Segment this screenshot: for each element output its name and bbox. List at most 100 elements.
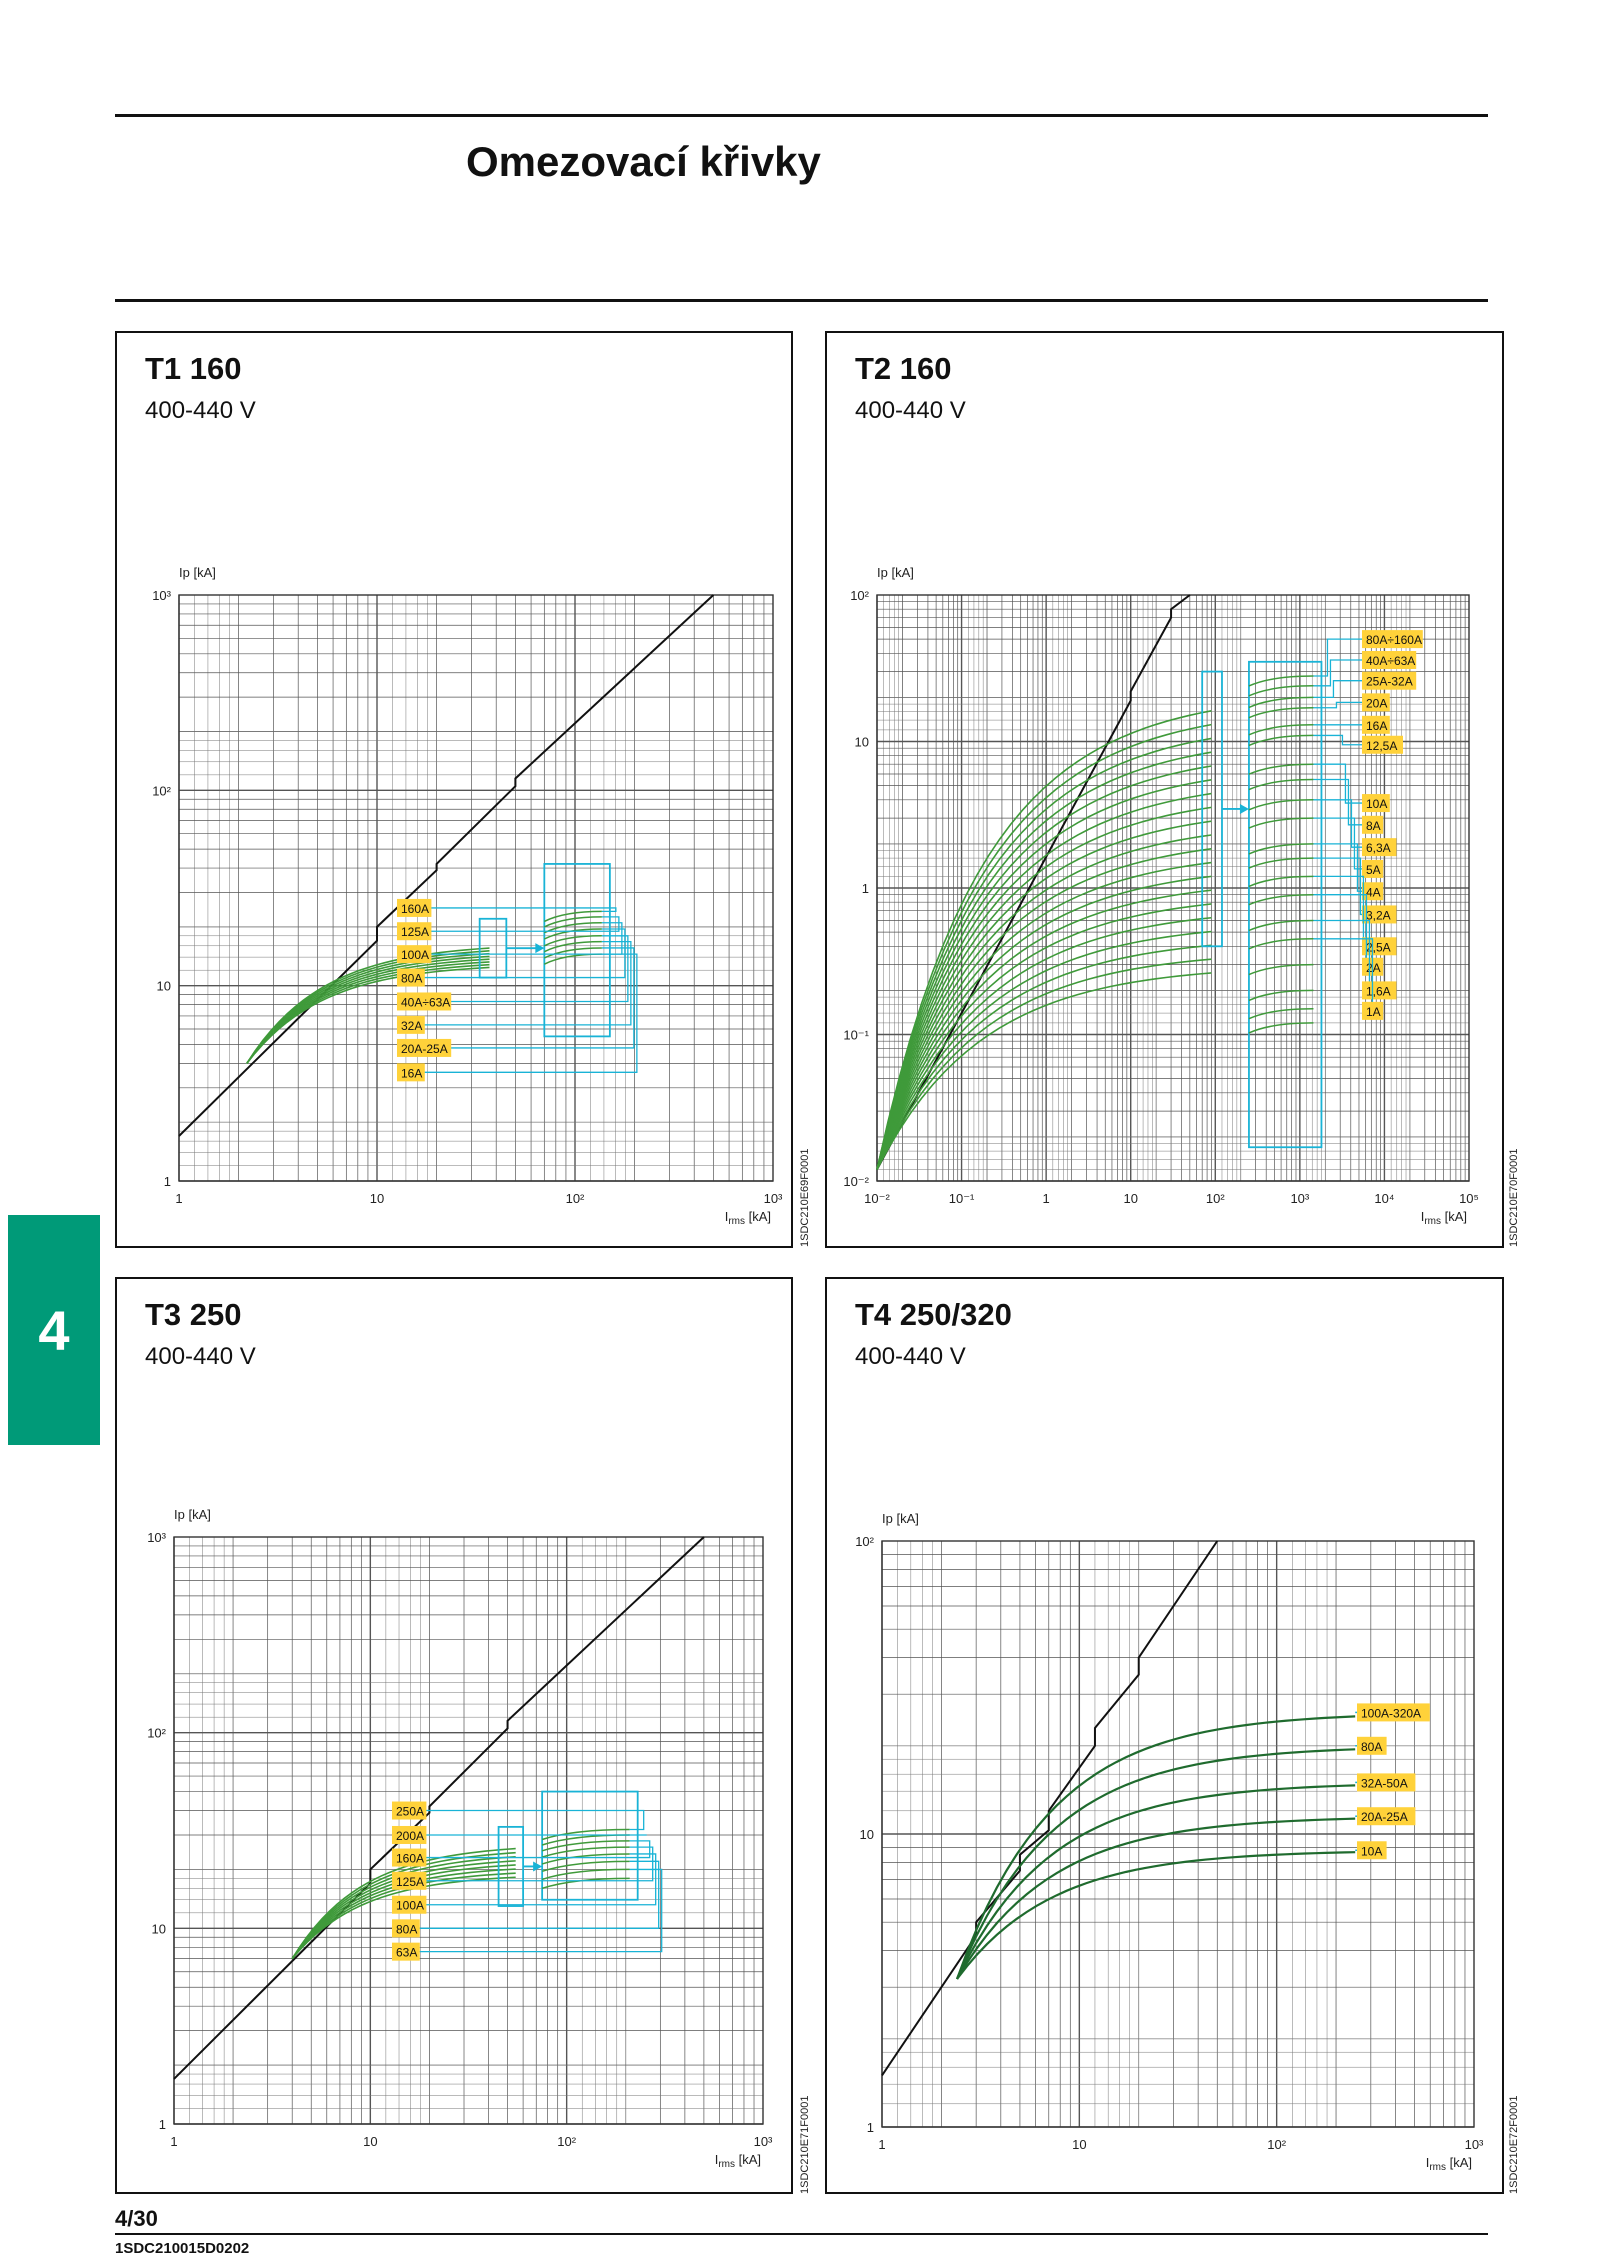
figure-code: 1SDC210E71F0001 <box>799 2095 811 2194</box>
x-tick-label: 10 <box>1072 2137 1086 2152</box>
rating-label-bg <box>1362 671 1417 690</box>
rating-label: 16A <box>401 1066 422 1080</box>
x-tick-label: 1 <box>878 2137 885 2152</box>
rating-label-bg <box>392 1825 427 1844</box>
detail-curve <box>1248 1022 1314 1034</box>
x-tick-label: 10² <box>557 2134 576 2149</box>
chart-panel-t2-160: T2 160 400-440 V 10⁻² 10⁻¹ 1 10 10² 10³ 10⁴ 10⁵… <box>825 331 1504 1248</box>
detail-curve <box>1248 857 1314 869</box>
label-leader <box>397 907 617 913</box>
rating-label-bg <box>392 1919 420 1938</box>
label-leader <box>1313 680 1362 699</box>
rating-label: 250A <box>396 1805 424 1819</box>
detail-curve <box>1248 843 1314 855</box>
plot-frame <box>173 1536 764 2125</box>
detail-curve <box>1248 696 1314 709</box>
label-leader <box>397 953 638 1073</box>
zoom-box-detail <box>1248 660 1323 1149</box>
chart-panel-t4-250-320: T4 250/320 400-440 V 1 10 10² 10³ 1 10 10² Ip [… <box>825 1277 1504 2194</box>
plot-frame <box>881 1540 1475 2128</box>
chart-title: T2 160 <box>855 351 952 386</box>
rating-label: 80A÷160A <box>1366 633 1422 647</box>
rating-label-bg <box>1357 1807 1416 1826</box>
detail-curve <box>541 1828 630 1841</box>
rating-label: 160A <box>396 1852 424 1866</box>
limitation-curve <box>876 737 1212 1170</box>
rating-label: 3,2A <box>1366 908 1391 922</box>
rating-label-bg <box>397 945 432 964</box>
rating-label: 12,5A <box>1366 739 1397 753</box>
detail-curve <box>543 947 602 959</box>
rating-label: 80A <box>396 1922 417 1936</box>
x-tick-label: 10² <box>1267 2137 1286 2152</box>
unlimited-peak-line <box>173 1536 705 2080</box>
x-tick-label: 10⁻¹ <box>949 1191 975 1206</box>
rating-label: 40A÷63A <box>401 995 450 1009</box>
limitation-curve <box>246 963 490 1064</box>
limitation-curve <box>876 958 1212 1170</box>
limitation-curve <box>876 765 1212 1170</box>
label-leader <box>392 1853 657 1906</box>
y-tick-label: 10³ <box>152 588 171 603</box>
chart-subtitle: 400-440 V <box>855 397 966 424</box>
detail-curve <box>541 1868 630 1881</box>
page-number: 4/30 <box>115 2206 158 2231</box>
rating-label-bg <box>1362 981 1397 1000</box>
figure-code: 1SDC210E72F0001 <box>1508 2095 1520 2194</box>
label-leader <box>1313 659 1362 687</box>
rating-label-bg <box>1362 882 1384 901</box>
label-leader <box>392 1840 651 1859</box>
rating-label-bg <box>397 1015 425 1034</box>
x-axis-label: Irms [kA] <box>715 2152 761 2170</box>
detail-curve <box>1248 685 1314 697</box>
chart-subtitle: 400-440 V <box>145 397 256 424</box>
y-axis-label: Ip [kA] <box>174 1507 211 1522</box>
x-tick-label: 10³ <box>1290 1191 1309 1206</box>
limitation-curve <box>956 1748 1356 1980</box>
zoom-arrow-head <box>535 943 545 954</box>
x-tick-label: 10² <box>1206 1191 1225 1206</box>
rating-label-bg <box>1362 1001 1384 1020</box>
rating-label: 160A <box>401 902 429 916</box>
rating-label: 80A <box>401 972 422 986</box>
rating-label: 6,3A <box>1366 841 1391 855</box>
rating-label-bg <box>1362 715 1390 734</box>
limitation-curve <box>876 875 1212 1170</box>
rating-label-bg <box>1362 735 1403 754</box>
rating-label: 125A <box>401 925 429 939</box>
label-leader <box>1313 638 1362 677</box>
limitation-curve <box>876 751 1212 1170</box>
limitation-curve <box>876 916 1212 1170</box>
label-leader <box>392 1846 654 1882</box>
rating-label-bg <box>1362 937 1397 956</box>
rating-label: 80A <box>1361 1740 1382 1754</box>
rating-label-bg <box>1362 630 1423 649</box>
detail-curve <box>1248 875 1314 888</box>
grid <box>173 1536 764 2125</box>
limitation-curve <box>246 961 490 1064</box>
detail-curve <box>1248 817 1314 829</box>
rating-label: 40A÷63A <box>1366 654 1415 668</box>
limitation-curve <box>876 806 1212 1170</box>
rating-label-bg <box>392 1848 427 1867</box>
detail-curve <box>1248 734 1314 747</box>
chart-title: T4 250/320 <box>855 1297 1012 1332</box>
limitation-curve <box>876 779 1212 1170</box>
label-leader <box>392 1809 645 1831</box>
limitation-curve <box>876 930 1212 1170</box>
rating-label-bg <box>392 1942 420 1961</box>
x-tick-label: 1 <box>175 1191 182 1206</box>
label-leader <box>1313 799 1362 848</box>
detail-curve <box>1248 938 1314 950</box>
chart-plot-t3: 1 10 10² 10³ 1 10 10² 10³ Ip [kA] Irms [kA] 250A 20… <box>147 1507 773 2170</box>
rating-label: 16A <box>1366 719 1387 733</box>
rating-label: 20A <box>1366 696 1387 710</box>
limitation-curve <box>956 1851 1356 1980</box>
rating-label-bg <box>1362 905 1397 924</box>
figure-code: 1SDC210E69F0001 <box>799 1148 811 1247</box>
y-tick-label: 10³ <box>147 1530 166 1545</box>
rating-label-bg <box>397 1063 425 1082</box>
x-tick-label: 10⁴ <box>1374 1191 1394 1206</box>
y-axis-label: Ip [kA] <box>877 565 914 580</box>
rating-label-bg <box>397 898 432 917</box>
